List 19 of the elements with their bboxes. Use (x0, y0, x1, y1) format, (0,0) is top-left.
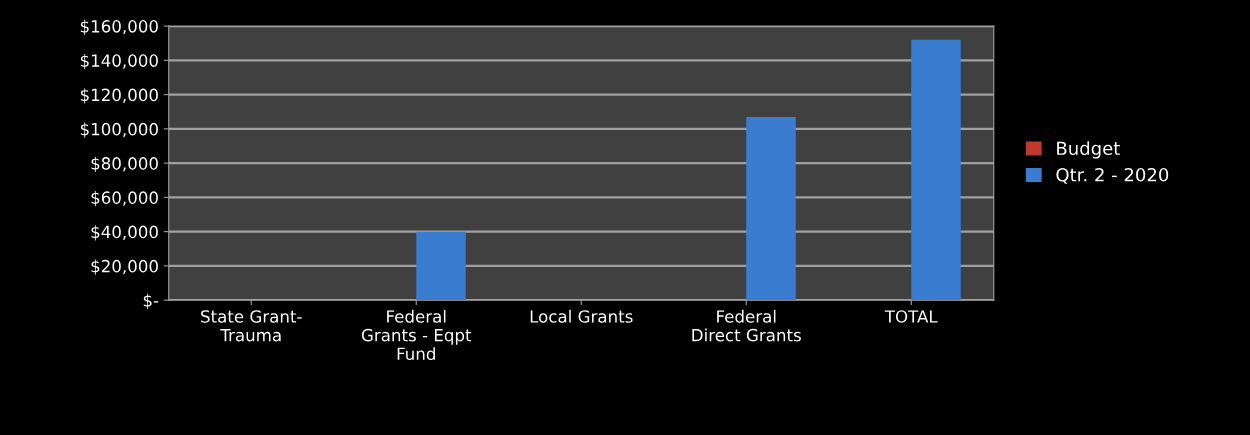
legend-label: Budget (1057, 141, 1120, 159)
y-tick-label: $60,000 (91, 191, 158, 207)
y-tick-label: $40,000 (91, 225, 158, 241)
y-tick-label: $100,000 (80, 122, 158, 138)
bar (746, 116, 796, 301)
y-tick-label: $- (143, 293, 159, 309)
legend-label: Qtr. 2 - 2020 (1056, 167, 1169, 184)
x-tick-label: Local Grants (530, 309, 633, 323)
x-tick-label: State Grant- Trauma (201, 310, 302, 342)
x-tick-label: Federal Grants - Eqpt Fund (361, 309, 472, 361)
y-tick-label: $80,000 (91, 156, 158, 172)
y-tick-label: $140,000 (80, 54, 158, 70)
x-tick-label: TOTAL (884, 310, 938, 323)
y-tick-label: $20,000 (91, 259, 158, 275)
bar (416, 231, 466, 301)
x-tick-label: Federal Direct Grants (692, 309, 801, 342)
y-tick-label: $160,000 (80, 19, 158, 35)
y-tick-label: $120,000 (80, 88, 158, 104)
bar (911, 39, 961, 301)
